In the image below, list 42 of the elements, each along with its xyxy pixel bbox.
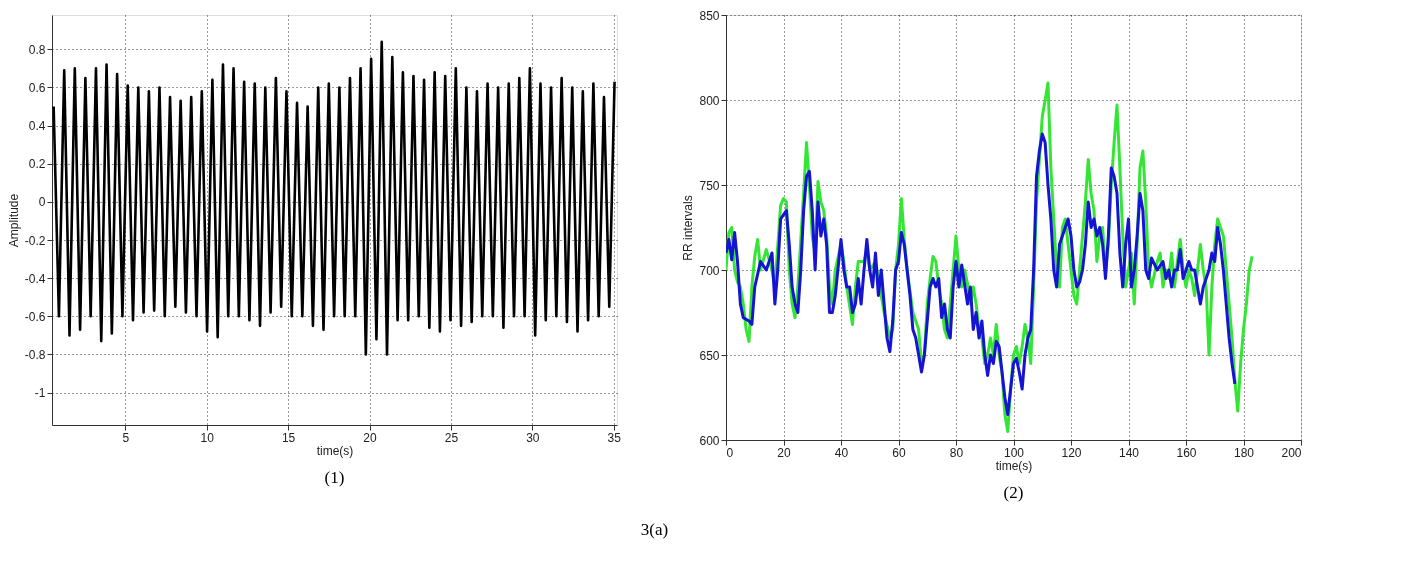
x-tick-label: 100: [1003, 445, 1025, 460]
y-tick-label: -0.2: [24, 233, 46, 248]
y-tick-label: 0.8: [28, 42, 46, 57]
y-tick-label: -0.6: [24, 309, 46, 324]
x-tick-label: 5: [122, 430, 130, 445]
x-tick-label: 80: [949, 445, 964, 460]
line-series: [726, 132, 1237, 416]
text: (1): [324, 468, 345, 487]
x-tick-label: 35: [607, 430, 622, 445]
x-tick-label: 20: [777, 445, 791, 460]
x-tick-label: 140: [1118, 445, 1140, 460]
x-tick-label: 160: [1176, 445, 1197, 460]
y-tick-label: 800: [699, 93, 720, 108]
y-tick-label: 600: [699, 433, 720, 448]
y-tick-label: 0.4: [28, 119, 46, 134]
y-tick-label: 0.6: [28, 80, 46, 95]
x-tick-label: 60: [892, 445, 906, 460]
y-tick-label: 650: [699, 348, 720, 363]
y-axis-title: Amplitude: [6, 193, 21, 248]
text: (2): [1003, 483, 1024, 502]
y-tick-label: -1: [34, 386, 46, 401]
x-axis-title: time(s): [995, 458, 1033, 473]
x-tick-label: 120: [1061, 445, 1082, 460]
y-tick-label: -0.8: [24, 347, 46, 362]
y-tick-label: -0.4: [24, 271, 46, 286]
text: 3(a): [640, 519, 669, 539]
x-tick-label: 15: [281, 430, 296, 445]
x-tick-label: 25: [444, 430, 459, 445]
y-tick-label: 850: [699, 8, 720, 23]
x-tick-label: 10: [200, 430, 215, 445]
x-tick-label: 30: [526, 430, 540, 445]
x-tick-label: 200: [1281, 445, 1302, 460]
x-tick-label: 40: [834, 445, 849, 460]
y-tick-label: 0.2: [28, 157, 46, 172]
y-tick-label: 700: [699, 263, 720, 278]
y-tick-label: 0: [38, 195, 46, 210]
y-tick-label: 750: [699, 178, 720, 193]
x-tick-label: 180: [1233, 445, 1255, 460]
x-tick-label: 0: [726, 445, 734, 460]
x-tick-label: 20: [363, 430, 377, 445]
y-axis-title: RR intervals: [681, 195, 696, 261]
x-axis-title: time(s): [316, 443, 354, 458]
